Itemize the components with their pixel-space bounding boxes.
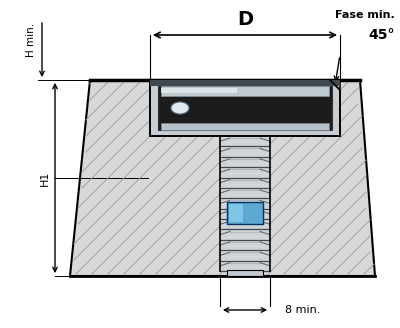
Bar xyxy=(227,270,263,276)
Text: H1: H1 xyxy=(40,170,50,186)
Bar xyxy=(150,80,340,86)
Ellipse shape xyxy=(171,102,189,114)
Polygon shape xyxy=(150,80,340,136)
Text: 45°: 45° xyxy=(368,28,395,42)
Bar xyxy=(227,202,263,224)
Bar xyxy=(161,88,237,93)
Bar xyxy=(161,86,329,96)
Bar xyxy=(227,202,263,224)
Bar xyxy=(161,123,329,130)
Bar xyxy=(220,136,270,271)
Text: D: D xyxy=(237,10,253,29)
Polygon shape xyxy=(150,80,340,136)
Bar xyxy=(158,86,332,130)
Text: H min.: H min. xyxy=(26,23,36,57)
Polygon shape xyxy=(70,80,375,276)
Text: 8 min.: 8 min. xyxy=(285,305,320,315)
Bar xyxy=(229,204,243,222)
Text: Fase min.: Fase min. xyxy=(335,10,395,20)
Bar xyxy=(150,80,340,136)
